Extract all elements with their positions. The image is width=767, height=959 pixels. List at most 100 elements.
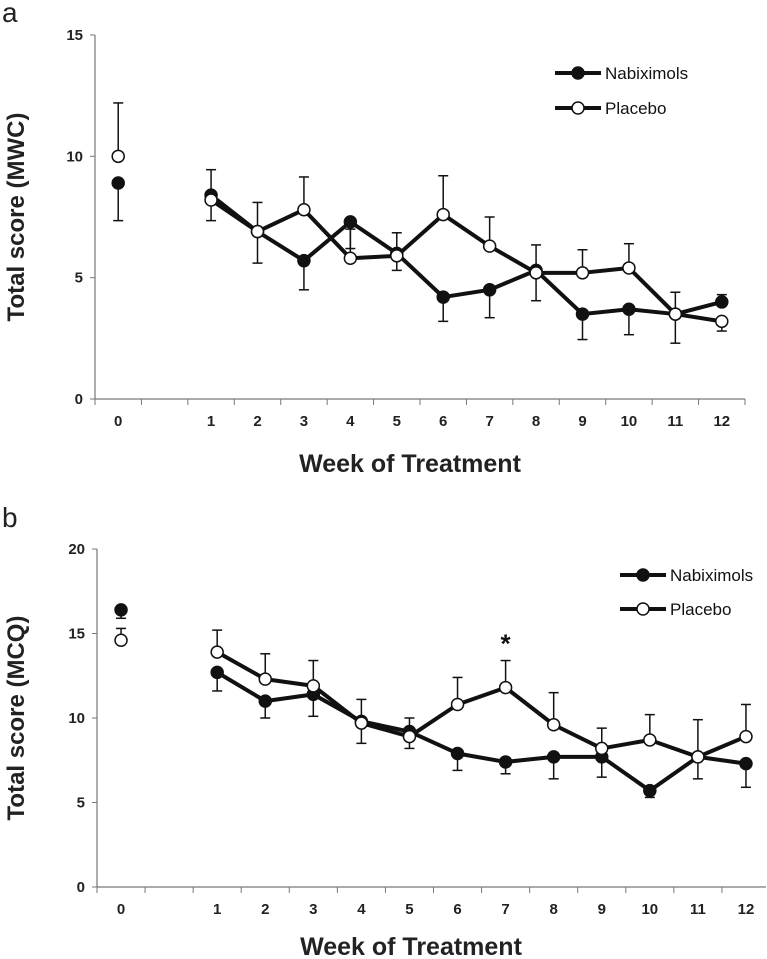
data-point-nabiximols — [436, 290, 450, 304]
data-point-placebo — [204, 193, 218, 207]
x-tick-label: 5 — [393, 413, 401, 430]
x-tick-label: 10 — [641, 901, 658, 918]
data-point-placebo — [643, 733, 657, 747]
data-point-placebo — [436, 207, 450, 222]
x-tick-label: 2 — [253, 413, 261, 430]
x-tick-label: 3 — [309, 901, 317, 918]
x-tick-label: 4 — [346, 413, 355, 430]
data-point-nabiximols — [210, 665, 224, 680]
x-tick-label: 1 — [213, 901, 221, 918]
legend-marker — [571, 101, 585, 115]
data-point-nabiximols — [450, 746, 465, 761]
x-tick-label: 1 — [207, 413, 215, 430]
x-tick-label: 10 — [621, 413, 638, 430]
series-line-placebo — [216, 650, 747, 759]
x-tick-label: 5 — [405, 901, 413, 918]
x-tick-label: 8 — [550, 901, 558, 918]
x-tick-label: 2 — [261, 901, 269, 918]
legend-marker — [636, 602, 650, 616]
x-tick-label: 9 — [598, 901, 606, 918]
data-point-placebo — [343, 251, 358, 266]
data-point-placebo — [210, 645, 224, 659]
x-tick-label: 4 — [357, 901, 366, 918]
x-axis-label: Week of Treatment — [299, 450, 522, 478]
x-tick-label: 11 — [667, 413, 683, 430]
data-point-placebo — [715, 314, 729, 329]
y-tick-label: 15 — [66, 27, 83, 44]
data-point-placebo — [498, 680, 513, 695]
legend-label: Nabiximols — [670, 566, 753, 585]
data-point-placebo — [691, 750, 705, 764]
y-tick-label: 0 — [75, 391, 83, 408]
data-point-placebo — [450, 697, 465, 712]
series-line-placebo — [209, 198, 723, 324]
y-tick-label: 10 — [68, 710, 85, 727]
y-tick-label: 10 — [66, 148, 83, 165]
legend-label: Nabiximols — [605, 64, 688, 83]
data-point-nabiximols — [114, 603, 128, 617]
x-tick-label: 6 — [439, 413, 447, 430]
data-point-nabiximols — [343, 215, 358, 229]
x-tick-label: 8 — [532, 413, 540, 430]
data-point-placebo — [354, 716, 369, 730]
data-point-placebo — [668, 307, 683, 321]
data-point-nabiximols — [258, 694, 272, 708]
x-tick-label: 7 — [485, 413, 493, 430]
legend-item: Placebo — [620, 600, 731, 619]
series-line-nabiximols — [209, 193, 723, 317]
x-tick-label: 6 — [453, 901, 461, 918]
data-point-nabiximols — [622, 302, 636, 316]
x-tick-label: 7 — [501, 901, 509, 918]
legend-label: Placebo — [605, 99, 666, 118]
legend-label: Placebo — [670, 600, 731, 619]
data-point-nabiximols — [643, 783, 657, 798]
x-tick-label: 0 — [117, 901, 125, 918]
y-axis-label: Total score (MCQ) — [3, 616, 30, 821]
data-point-nabiximols — [482, 283, 497, 297]
y-tick-label: 0 — [77, 879, 85, 896]
data-point-placebo — [595, 741, 609, 756]
data-point-nabiximols — [546, 750, 561, 764]
data-point-placebo — [622, 261, 636, 275]
legend-item: Nabiximols — [555, 64, 688, 83]
data-point-placebo — [575, 266, 590, 280]
y-axis-label: Total score (MWC) — [3, 113, 30, 322]
panel-label: a — [2, 0, 18, 28]
legend-marker — [571, 66, 585, 80]
y-tick-label: 15 — [68, 626, 85, 643]
data-point-placebo — [546, 718, 561, 732]
data-point-nabiximols — [111, 176, 125, 190]
y-tick-label: 5 — [77, 795, 85, 812]
data-point-placebo — [297, 202, 311, 217]
x-tick-label: 3 — [300, 413, 308, 430]
data-point-placebo — [402, 729, 417, 744]
x-tick-label: 0 — [114, 413, 122, 430]
data-point-nabiximols — [575, 307, 590, 321]
data-point-placebo — [306, 679, 321, 693]
significance-marker: * — [501, 629, 512, 659]
x-tick-label: 12 — [738, 901, 755, 918]
legend-item: Placebo — [555, 99, 666, 118]
x-tick-label: 9 — [578, 413, 586, 430]
legend-item: Nabiximols — [620, 566, 753, 585]
data-point-nabiximols — [297, 253, 311, 268]
data-point-placebo — [111, 149, 125, 164]
data-point-placebo — [258, 672, 272, 686]
y-tick-label: 5 — [75, 270, 83, 287]
data-point-placebo — [482, 239, 497, 253]
y-tick-label: 20 — [68, 541, 85, 558]
x-axis-label: Week of Treatment — [300, 933, 523, 959]
data-point-placebo — [529, 266, 543, 280]
x-tick-label: 12 — [713, 413, 730, 430]
data-point-nabiximols — [739, 756, 753, 771]
panel-label: b — [2, 502, 18, 533]
data-point-placebo — [250, 224, 265, 239]
data-point-placebo — [739, 729, 753, 744]
data-point-placebo — [390, 249, 404, 263]
data-point-nabiximols — [715, 295, 729, 309]
series-line-nabiximols — [216, 670, 747, 793]
data-point-placebo — [114, 633, 128, 648]
